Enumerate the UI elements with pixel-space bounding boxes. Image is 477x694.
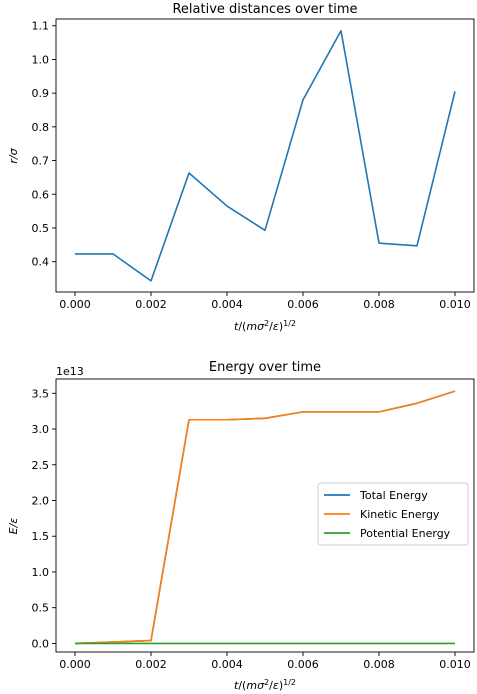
y-tick-label: 0.9 [32,87,50,100]
y-tick-label: 1.0 [32,566,50,579]
x-tick-label: 0.008 [363,658,395,671]
y-axis-label: E/ε [7,518,20,535]
chart-title: Relative distances over time [172,2,357,17]
chart-energy: Energy over time 1e13 0.000 0.002 0.004 0.0… [7,360,475,693]
legend: Total Energy Kinetic Energy Potential Ener… [317,482,469,546]
x-axis-label: t/(mσ2/ε)1/2 [234,678,296,693]
x-tick-label: 0.004 [211,298,243,311]
y-axis-label: r/σ [7,147,20,163]
chart-relative-distances: Relative distances over time 0.000 0.002 0… [7,2,475,334]
x-tick-label: 0.002 [135,658,167,671]
x-tick-label: 0.008 [363,298,395,311]
y-tick-label: 0.0 [32,637,50,650]
y-tick-label: 0.4 [32,256,50,269]
x-tick-label: 0.000 [59,298,91,311]
y-tick-label: 0.7 [32,155,50,168]
plot-area: 0.000 0.002 0.004 0.006 0.008 0.010 0.4 0.5 0.6 0… [32,18,475,311]
y-tick-label: 1.1 [32,20,50,33]
x-tick-label: 0.010 [439,658,471,671]
legend-label: Total Energy [359,489,428,502]
y-tick-label: 2.5 [32,459,50,472]
y-tick-label: 0.5 [32,222,50,235]
y-tick-label: 2.0 [32,494,50,507]
x-tick-label: 0.004 [211,658,243,671]
y-tick-label: 3.5 [32,387,50,400]
x-tick-label: 0.006 [287,658,319,671]
x-tick-label: 0.006 [287,298,319,311]
series-line-1 [74,390,456,645]
y-tick-label: 0.5 [32,602,50,615]
y-tick-label: 3.0 [32,423,50,436]
y-tick-label: 1.5 [32,530,50,543]
chart-title: Energy over time [209,360,321,375]
series-line-0 [75,29,456,282]
axes-frame [55,18,475,293]
y-tick-label: 0.8 [32,121,50,134]
x-tick-label: 0.000 [59,658,91,671]
y-tick-label: 0.6 [32,188,50,201]
legend-label: Kinetic Energy [360,508,440,521]
legend-label: Potential Energy [360,527,451,540]
x-tick-label: 0.002 [135,298,167,311]
axes-frame [55,378,475,653]
legend-box [317,482,469,546]
y-tick-label: 1.0 [32,53,50,66]
x-tick-label: 0.010 [439,298,471,311]
y-scale-offset-label: 1e13 [56,365,84,378]
plot-area: 0.000 0.002 0.004 0.006 0.008 0.010 0.0 0.5 1.0 1… [32,378,475,671]
x-axis-label: t/(mσ2/ε)1/2 [234,319,296,334]
